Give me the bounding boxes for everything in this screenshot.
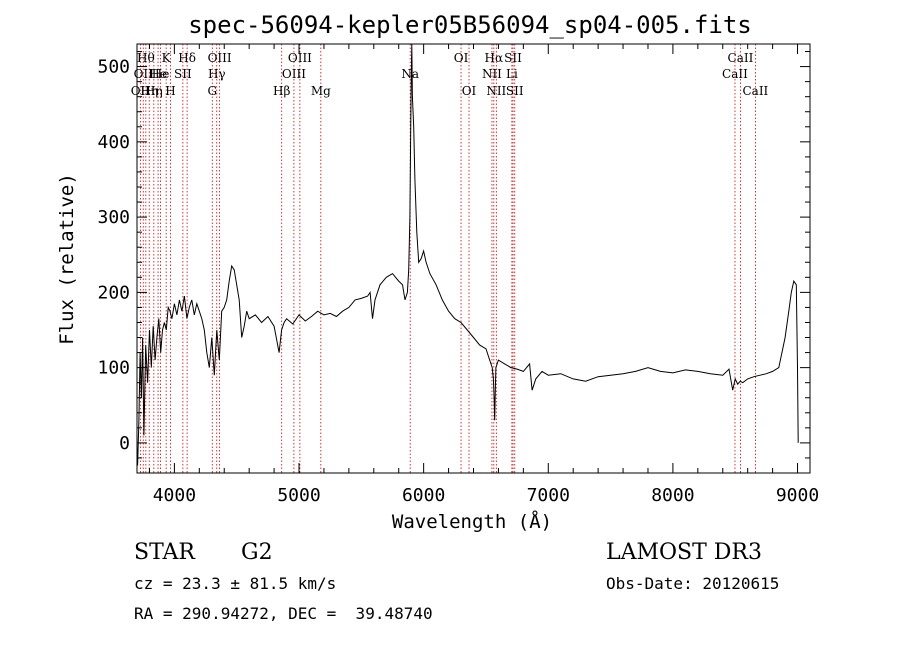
chart-title: spec-56094-kepler05B56094_sp04-005.fits: [188, 11, 752, 39]
star-class: STAR: [134, 540, 196, 565]
line-label-15: OIII: [282, 67, 306, 81]
redshift-cz: cz = 23.3 ± 81.5 km/s: [134, 574, 336, 593]
line-label-21: NII: [482, 67, 502, 81]
line-label-17: Mg: [311, 84, 331, 98]
x-tick-label-3: 7000: [527, 485, 570, 506]
line-label-13: OIII: [208, 51, 232, 65]
observation-date: Obs-Date: 20120615: [606, 574, 779, 593]
y-tick-label-0: 0: [119, 433, 130, 454]
x-tick-label-5: 9000: [776, 485, 819, 506]
x-tick-label-1: 5000: [277, 485, 320, 506]
line-label-14: Hβ: [273, 84, 290, 98]
sky-coordinates: RA = 290.94272, DEC = 39.48740: [134, 604, 433, 623]
line-label-29: CaII: [742, 84, 768, 98]
line-label-9: SII: [174, 67, 192, 81]
line-label-20: OI: [462, 84, 477, 98]
y-tick-label-4: 400: [97, 132, 130, 153]
y-axis-ticks: 0 100 200 300 400 500: [97, 51, 810, 459]
x-axis-ticks: 4000 5000 6000 7000 8000 9000: [148, 44, 819, 506]
line-label-18: Na: [401, 67, 419, 81]
x-tick-label-0: 4000: [153, 485, 196, 506]
line-label-0: OII: [131, 84, 151, 98]
x-tick-label-4: 8000: [651, 485, 694, 506]
line-label-26: SII: [506, 84, 524, 98]
line-label-28: CaII: [728, 51, 754, 65]
line-label-25: SII: [504, 51, 522, 65]
line-label-22: Hα: [485, 51, 504, 65]
line-label-24: Li: [506, 67, 518, 81]
line-label-23: NII: [486, 84, 506, 98]
line-label-7: K: [162, 51, 172, 65]
line-label-11: G: [207, 84, 217, 98]
y-tick-label-1: 100: [97, 358, 130, 379]
y-tick-label-3: 300: [97, 207, 130, 228]
x-tick-label-2: 6000: [402, 485, 445, 506]
line-label-12: Hγ: [208, 67, 226, 81]
line-label-19: OI: [454, 51, 469, 65]
line-label-6: He: [152, 67, 170, 81]
line-label-2: Hθ: [137, 51, 155, 65]
spectral-line-labels: OIIOIIHθHηHηHeHeKHSIIHδGHγOIIIHβOIIIOIII…: [131, 51, 769, 98]
y-tick-label-5: 500: [97, 57, 130, 78]
y-axis-label: Flux (relative): [56, 173, 78, 345]
line-label-3: Hη: [140, 84, 158, 98]
spectral-line-markers: [139, 44, 756, 473]
spectrum-series-line: [137, 43, 799, 466]
line-label-16: OIII: [288, 51, 312, 65]
line-label-10: Hδ: [178, 51, 196, 65]
line-label-27: CaII: [722, 67, 748, 81]
x-axis-label: Wavelength (Å): [392, 510, 552, 533]
line-label-8: H: [165, 84, 175, 98]
y-tick-label-2: 200: [97, 282, 130, 303]
line-label-1: OII: [134, 67, 154, 81]
survey-name: LAMOST DR3: [606, 540, 762, 565]
line-label-4: Hη: [145, 84, 163, 98]
line-label-5: He: [149, 67, 167, 81]
star-subclass: G2: [241, 540, 273, 565]
